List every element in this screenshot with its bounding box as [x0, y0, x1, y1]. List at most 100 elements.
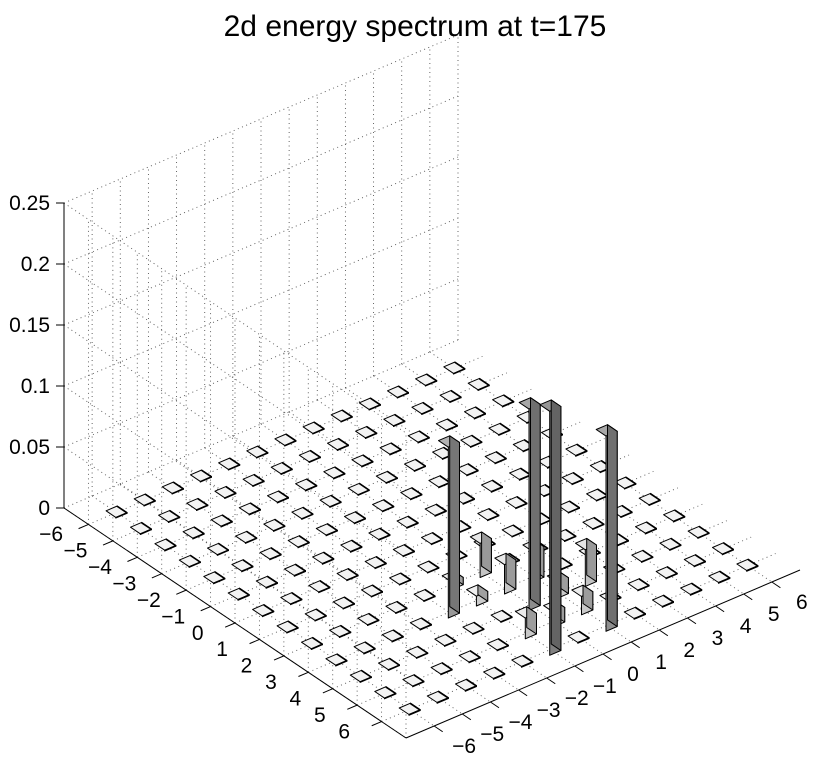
bar-face	[663, 594, 674, 603]
bar	[332, 596, 355, 610]
bar-face	[404, 544, 415, 553]
bar-face	[747, 558, 759, 567]
bar	[308, 580, 331, 594]
bar-face	[291, 592, 303, 601]
bar-face	[723, 542, 734, 551]
bar-face	[417, 645, 429, 655]
bar	[291, 506, 314, 520]
y-tick-label: 4	[740, 615, 752, 638]
bar	[460, 434, 483, 448]
bar	[330, 409, 353, 423]
bar	[372, 499, 395, 513]
bar-face	[372, 584, 383, 593]
bar	[190, 469, 212, 483]
bar-face	[274, 518, 286, 528]
bar	[443, 361, 466, 375]
bar	[586, 488, 609, 502]
bar	[494, 552, 517, 595]
bar-face	[330, 494, 342, 504]
bar	[511, 654, 534, 668]
bar	[575, 537, 597, 587]
x-tick-mark	[78, 523, 89, 530]
bar-face	[503, 394, 515, 403]
bar-face	[698, 525, 710, 535]
bar-face	[450, 389, 462, 399]
bar	[455, 678, 477, 692]
bar-face	[498, 638, 509, 647]
x-tick-label: −2	[137, 589, 161, 612]
y-tick-mark	[687, 617, 697, 625]
bar	[426, 690, 449, 704]
bar-face	[253, 473, 265, 483]
bar	[298, 449, 321, 463]
bar	[186, 497, 209, 511]
bar-face	[441, 662, 453, 671]
bar	[467, 377, 490, 391]
bar-face	[385, 686, 397, 695]
x-tick-mark	[249, 638, 260, 645]
bar-face	[398, 385, 409, 394]
bar-face	[576, 443, 588, 452]
bar	[344, 511, 366, 525]
bar	[411, 401, 434, 415]
bar-face	[481, 531, 492, 574]
bar	[683, 554, 706, 568]
y-tick-label: −5	[480, 723, 504, 746]
bar	[270, 461, 293, 475]
x-tick-mark	[224, 622, 236, 628]
bar	[329, 624, 352, 638]
bar-face	[516, 496, 528, 505]
y-tick-mark	[546, 677, 556, 685]
bar-face	[396, 600, 408, 610]
bar	[400, 487, 423, 501]
z-tick-label: 0.1	[21, 375, 50, 398]
bar-face	[278, 490, 289, 499]
bar	[484, 451, 507, 465]
bar	[218, 457, 241, 471]
y-tick-label: 6	[796, 591, 808, 614]
bar-face	[379, 527, 391, 536]
bar-face	[361, 669, 372, 679]
bar	[413, 588, 436, 602]
bar-face	[242, 559, 254, 568]
bar-face	[410, 702, 421, 711]
bar-face	[306, 478, 318, 487]
bar	[295, 478, 318, 492]
bar	[361, 584, 383, 598]
wall-grid-line	[63, 34, 459, 204]
bar-face	[351, 539, 363, 548]
bar	[623, 606, 646, 620]
x-tick-label: −1	[161, 605, 185, 628]
bar-face	[302, 506, 314, 516]
bar-layer	[105, 361, 759, 716]
y-tick-mark	[715, 605, 725, 613]
bar	[481, 479, 503, 493]
bar-face	[394, 413, 406, 423]
bar	[736, 558, 759, 572]
bar	[439, 389, 462, 403]
bar-face	[607, 424, 618, 627]
bar	[210, 514, 233, 528]
bar	[358, 397, 381, 411]
bar-face	[141, 521, 152, 531]
bar-face	[438, 690, 449, 699]
bar-face	[359, 482, 370, 492]
bar	[595, 424, 618, 632]
bar-face	[501, 609, 513, 619]
bar	[374, 686, 397, 700]
bar-face	[569, 500, 580, 509]
bar-face	[239, 587, 250, 596]
x-tick-label: 2	[241, 655, 253, 678]
bar-face	[355, 511, 366, 520]
bar	[398, 702, 421, 716]
bar	[505, 496, 528, 510]
bar	[501, 524, 524, 538]
bar	[424, 503, 447, 517]
bar-face	[201, 469, 212, 478]
bar	[267, 490, 289, 504]
bar	[238, 502, 261, 516]
bar-face	[229, 457, 241, 466]
bar-face	[565, 528, 577, 538]
bar	[381, 629, 404, 643]
